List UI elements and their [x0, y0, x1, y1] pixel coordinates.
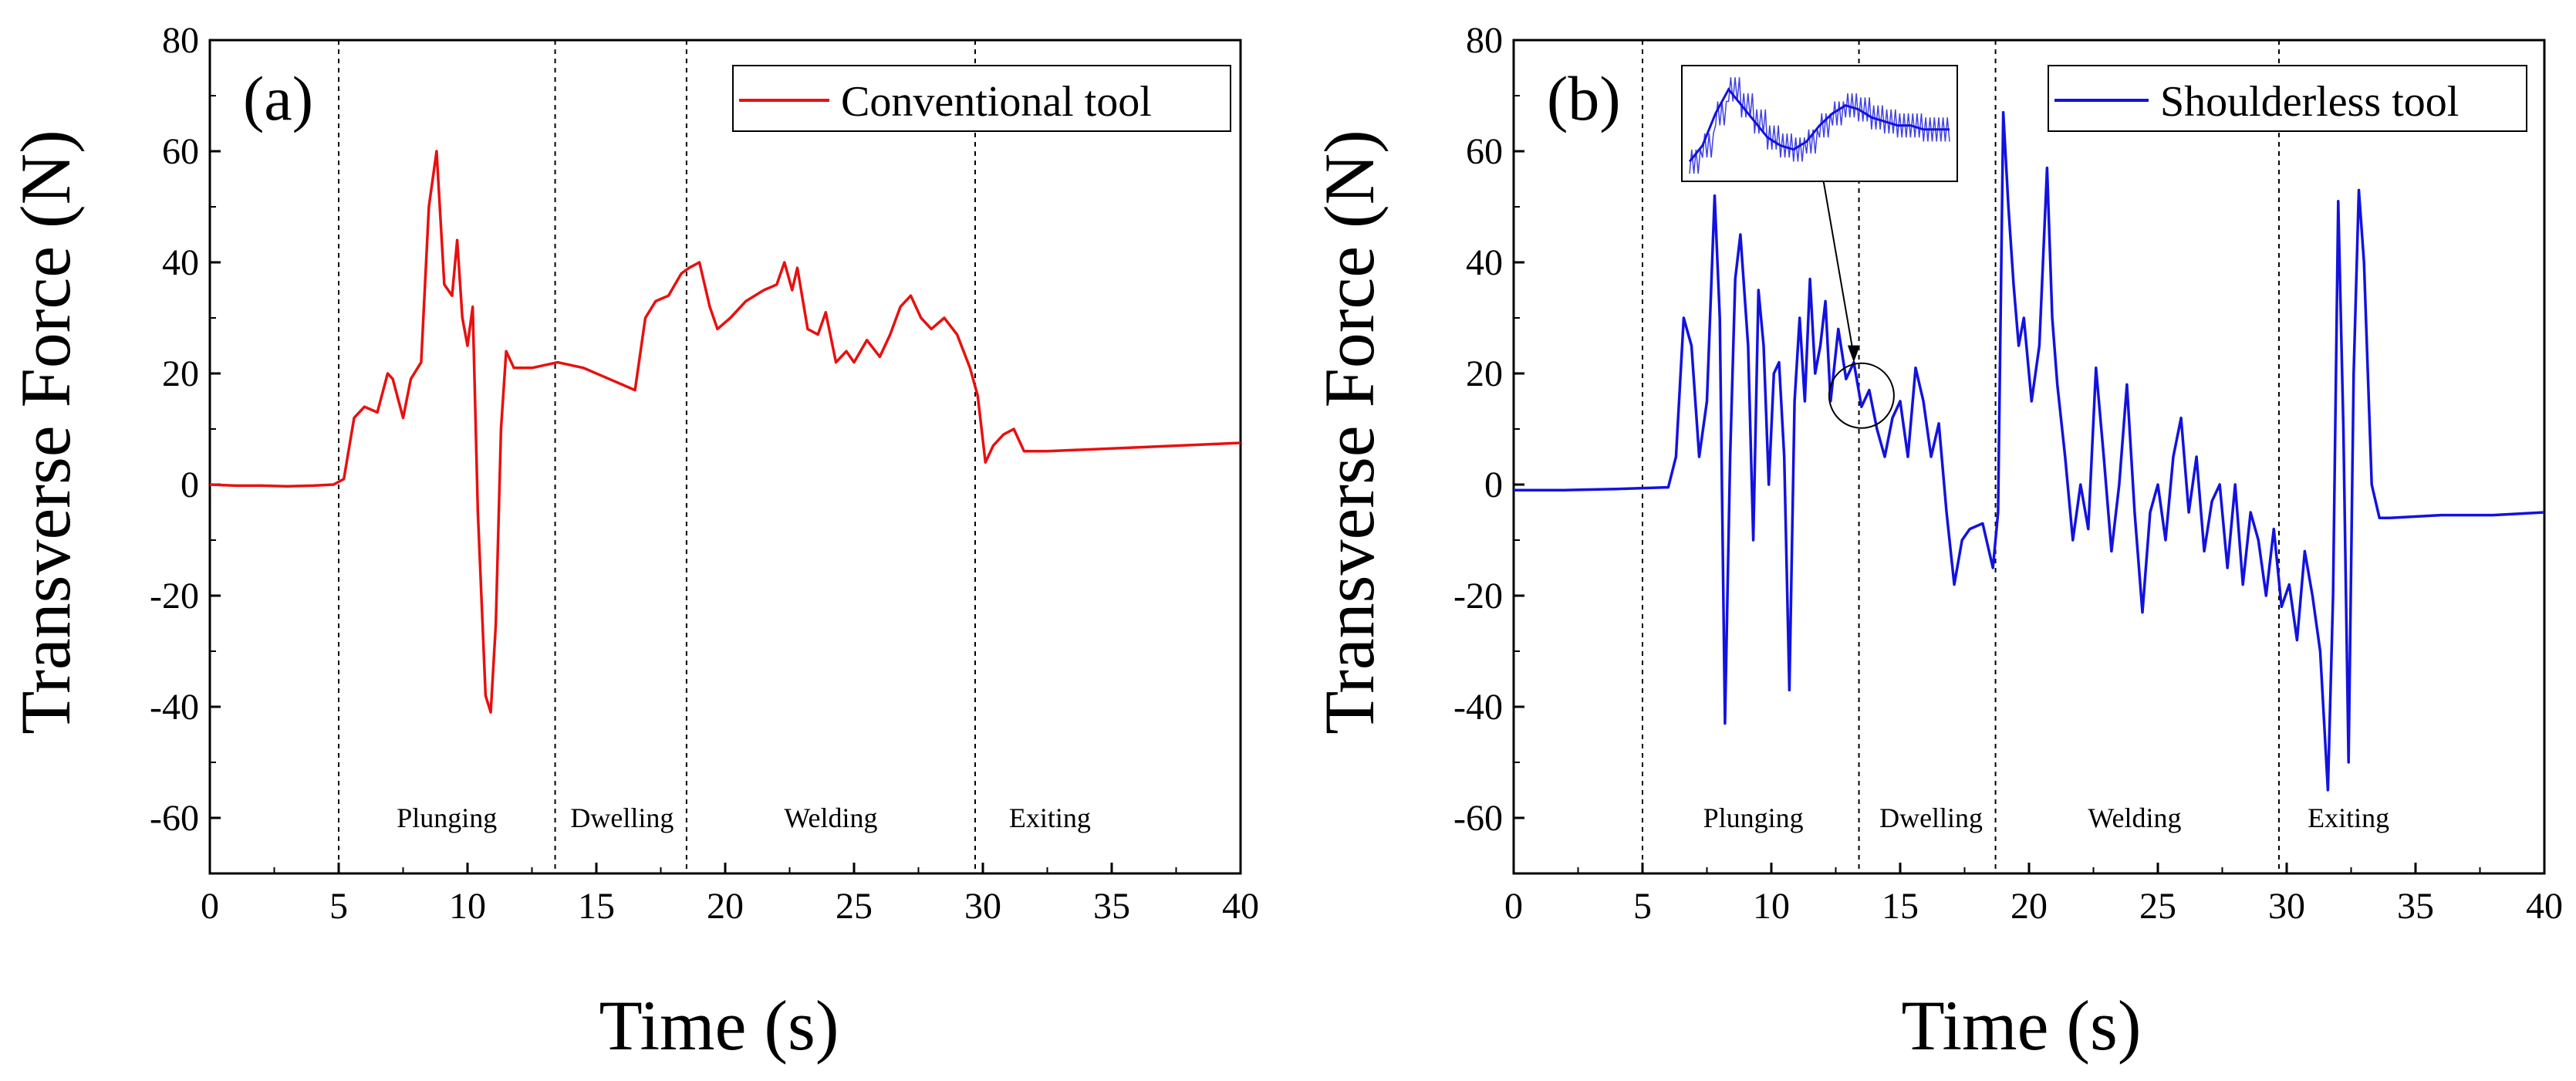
panel-label-b: (b): [1547, 63, 1621, 133]
y-tick-label-b: 0: [1484, 464, 1503, 505]
phase-label-b: Welding: [2088, 802, 2181, 833]
y-tick-label-b: 80: [1466, 20, 1503, 61]
x-tick-label-a: 30: [964, 886, 1001, 927]
inset-ripple: [1689, 77, 1950, 174]
series-line-b-0: [1514, 110, 2545, 792]
legend-b: Shoulderless tool: [2048, 65, 2527, 132]
y-axis-title-b: Transverse Force (N): [1310, 130, 1389, 735]
x-tick-label-a: 10: [449, 886, 486, 927]
series-line-a-0: [209, 150, 1241, 714]
phase-label-b: Plunging: [1703, 802, 1804, 833]
zoom-inset: [1681, 65, 1958, 182]
phase-label-b: Dwelling: [1879, 802, 1983, 833]
y-tick-label-a: 80: [162, 20, 199, 61]
inset-arrow-head: [1847, 345, 1860, 363]
phase-label-a: Exiting: [1009, 802, 1091, 833]
legend-box-b: [2048, 65, 2527, 132]
y-tick-label-b: -20: [1453, 576, 1503, 617]
x-tick-label-b: 35: [2397, 886, 2434, 927]
phase-label-b: Exiting: [2308, 802, 2389, 833]
panel-label-a: (a): [243, 63, 313, 133]
y-tick-label-b: -60: [1453, 798, 1503, 839]
x-tick-label-a: 0: [201, 886, 219, 927]
y-tick-label-a: 60: [162, 131, 199, 172]
y-tick-label-b: 40: [1466, 242, 1503, 283]
x-tick-label-b: 30: [2268, 886, 2305, 927]
x-axis-title-a: Time (s): [599, 986, 839, 1065]
x-tick-label-b: 25: [2139, 886, 2176, 927]
y-tick-label-a: 20: [162, 353, 199, 394]
phase-label-a: Welding: [784, 802, 877, 833]
y-tick-label-a: 0: [181, 464, 199, 505]
x-tick-label-a: 5: [329, 886, 348, 927]
panel-b: 0 5 10 15 20 25 30 35 40 -60 -40 -20 0 20 40 60 80 Plungi…: [1310, 20, 2563, 1065]
plot-frame-b: [1512, 39, 2546, 875]
x-tick-label-b: 40: [2526, 886, 2563, 927]
x-tick-label-a: 25: [836, 886, 873, 927]
x-tick-label-b: 15: [1882, 886, 1919, 927]
legend-label-b: Shoulderless tool: [2160, 78, 2459, 126]
phase-label-a: Dwelling: [570, 802, 674, 833]
y-axis-title-a: Transverse Force (N): [6, 130, 85, 735]
x-tick-label-a: 20: [707, 886, 744, 927]
x-tick-label-a: 35: [1093, 886, 1130, 927]
legend-a: Conventional tool: [732, 65, 1231, 132]
y-tick-label-a: 40: [162, 242, 199, 283]
panel-a: 0 5 10 15 20 25 30 35 40 -60 -40 -20 0 20 40 60 80 Plungi…: [6, 20, 1259, 1065]
x-tick-label-b: 0: [1504, 886, 1523, 927]
x-tick-label-b: 5: [1633, 886, 1652, 927]
y-tick-label-b: 20: [1466, 353, 1503, 394]
x-tick-label-a: 40: [1222, 886, 1259, 927]
x-tick-label-b: 10: [1753, 886, 1790, 927]
y-tick-label-a: -20: [150, 576, 199, 617]
y-tick-label-a: -60: [150, 798, 199, 839]
x-tick-label-b: 20: [2010, 886, 2048, 927]
y-tick-label-b: 60: [1466, 131, 1503, 172]
legend-box-a: [732, 65, 1231, 132]
inset-trace: [1688, 87, 1950, 163]
x-tick-label-a: 15: [578, 886, 615, 927]
x-axis-title-b: Time (s): [1902, 986, 2142, 1065]
plot-frame-a: [208, 39, 1242, 875]
legend-label-a: Conventional tool: [841, 78, 1152, 126]
highlight-circle: [1828, 362, 1895, 429]
y-tick-label-b: -40: [1453, 687, 1503, 728]
phase-label-a: Plunging: [397, 802, 497, 833]
y-tick-label-a: -40: [150, 687, 199, 728]
